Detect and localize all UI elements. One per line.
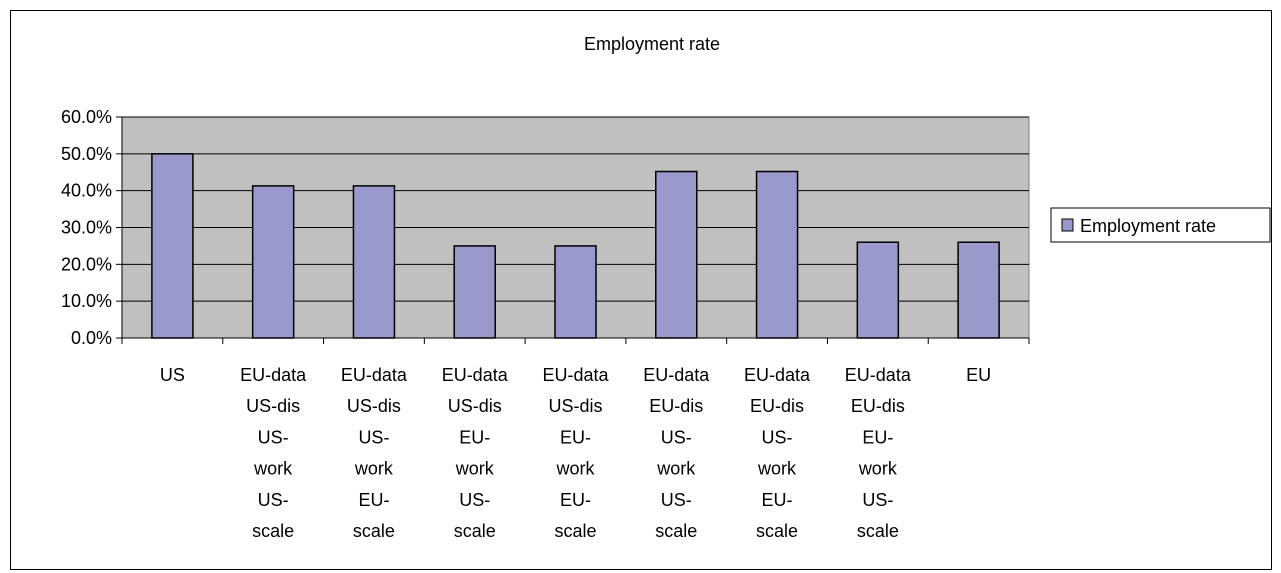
x-tick-label: EU-data US-dis EU-work EU-scale bbox=[542, 365, 609, 541]
x-tick-label: EU-data US-dis US-work EU-scale bbox=[341, 365, 408, 541]
x-tick-label: EU-data US-dis EU-work US-scale bbox=[442, 365, 509, 541]
x-tick-label: EU bbox=[966, 365, 991, 385]
bar bbox=[958, 242, 999, 338]
legend: Employment rate bbox=[1051, 208, 1270, 242]
bar bbox=[656, 172, 697, 338]
plot-area: 0.0% 10.0% 20.0% 30.0% 40.0% 50.0% 60.0% US EU-d… bbox=[61, 107, 1029, 541]
bar bbox=[353, 186, 394, 338]
y-tick-label: 60.0% bbox=[61, 107, 112, 127]
x-tick-label: EU-data US-dis US-work US-scale bbox=[240, 365, 307, 541]
legend-label: Employment rate bbox=[1080, 216, 1216, 236]
bar bbox=[152, 154, 193, 338]
x-tick-label: US bbox=[160, 365, 185, 385]
y-tick-label: 10.0% bbox=[61, 291, 112, 311]
bar bbox=[253, 186, 294, 338]
y-tick-label: 20.0% bbox=[61, 254, 112, 274]
x-tick-label: EU-data EU-dis EU-work US-scale bbox=[845, 365, 912, 541]
bar bbox=[454, 246, 495, 338]
x-tick-label: EU-data EU-dis US-work EU-scale bbox=[744, 365, 811, 541]
y-tick-label: 50.0% bbox=[61, 144, 112, 164]
x-tick-label: EU-data EU-dis US-work US-scale bbox=[643, 365, 710, 541]
y-tick-label: 30.0% bbox=[61, 218, 112, 238]
legend-swatch bbox=[1062, 219, 1073, 231]
bar bbox=[555, 246, 596, 338]
y-tick-label: 0.0% bbox=[71, 328, 112, 348]
chart-title: Employment rate bbox=[584, 34, 720, 54]
bar bbox=[857, 242, 898, 338]
bar bbox=[757, 172, 798, 338]
y-tick-label: 40.0% bbox=[61, 181, 112, 201]
